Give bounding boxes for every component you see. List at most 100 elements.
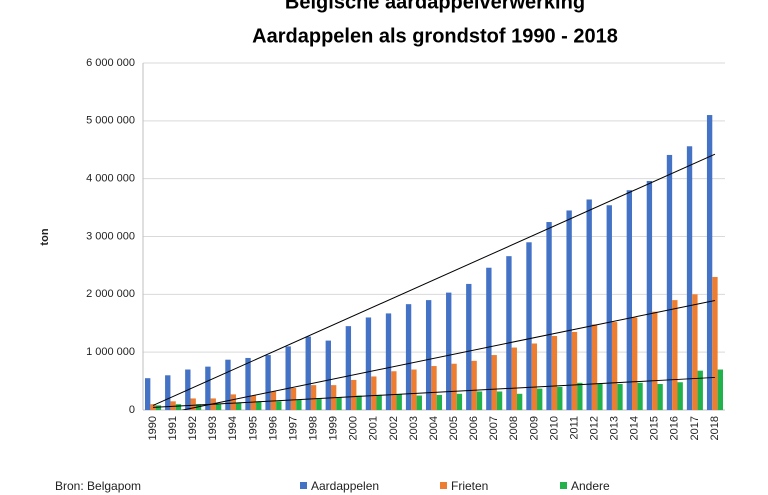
- x-tick-label: 2003: [408, 416, 420, 440]
- x-tick-label: 1991: [167, 416, 179, 440]
- x-tick-label: 1996: [267, 416, 279, 440]
- bar: [491, 355, 497, 410]
- bar: [425, 300, 432, 410]
- bar: [371, 376, 377, 410]
- bar: [250, 395, 257, 410]
- x-tick-label: 2013: [609, 416, 621, 440]
- bar: [666, 154, 673, 410]
- y-tick-label: 3 000 000: [86, 230, 135, 242]
- bar: [571, 331, 578, 410]
- bar: [672, 300, 678, 410]
- bar: [712, 276, 718, 410]
- bar: [325, 340, 331, 410]
- bar: [436, 394, 443, 410]
- bar: [165, 375, 171, 410]
- bar: [486, 267, 492, 410]
- bar: [345, 326, 352, 410]
- bar: [692, 294, 698, 410]
- x-tick-label: 2010: [548, 416, 560, 440]
- legend-label: Frieten: [451, 479, 488, 493]
- y-axis-label: ton: [39, 228, 51, 245]
- bar: [290, 388, 297, 410]
- bar: [496, 391, 503, 410]
- bar: [611, 322, 618, 410]
- x-tick-label: 2017: [689, 416, 701, 440]
- bar: [376, 394, 382, 410]
- bar: [190, 398, 196, 410]
- bar: [646, 180, 653, 410]
- bar: [396, 394, 402, 410]
- x-tick-label: 2008: [508, 416, 520, 440]
- chart-subtitle: Aardappelen als grondstof 1990 - 2018: [252, 25, 618, 47]
- legend-swatch: [300, 482, 307, 489]
- bar: [316, 398, 322, 410]
- chart-title: Belgische aardappelverwerking: [285, 0, 585, 13]
- bar: [586, 199, 592, 410]
- bar: [632, 317, 638, 410]
- bar: [717, 369, 723, 410]
- bar: [411, 369, 417, 410]
- bar: [245, 357, 251, 410]
- x-tick-label: 2002: [388, 416, 400, 440]
- bar: [606, 205, 612, 410]
- trendline: [180, 299, 716, 410]
- legend-label: Andere: [571, 479, 610, 493]
- bar: [657, 383, 663, 410]
- bar: [471, 360, 477, 410]
- bar: [405, 304, 412, 410]
- bar: [637, 382, 643, 410]
- x-tick-label: 2018: [709, 416, 721, 440]
- bar: [416, 395, 422, 410]
- x-tick-label: 2015: [649, 416, 661, 440]
- x-tick-label: 2009: [528, 416, 540, 440]
- x-tick-label: 2005: [448, 416, 460, 440]
- x-tick-label: 2004: [428, 416, 440, 440]
- bar: [170, 401, 176, 410]
- legend-label: Aardappelen: [311, 479, 379, 493]
- x-tick-label: 1992: [187, 416, 199, 440]
- legend-swatch: [560, 482, 567, 489]
- x-tick-label: 2007: [488, 416, 500, 440]
- x-tick-label: 1997: [287, 416, 299, 440]
- bar: [466, 283, 472, 410]
- bar: [511, 347, 517, 410]
- bar: [577, 382, 583, 410]
- bar: [597, 383, 603, 410]
- bar: [551, 335, 558, 410]
- bar: [215, 404, 222, 410]
- bar: [446, 292, 452, 410]
- bar: [506, 256, 512, 410]
- bar: [391, 371, 397, 410]
- bar: [276, 401, 282, 410]
- bar: [546, 222, 552, 410]
- bar: [476, 391, 483, 410]
- y-tick-label: 0: [129, 404, 135, 416]
- bar: [256, 401, 262, 410]
- x-tick-label: 2014: [629, 416, 641, 440]
- source: Bron: Belgapom: [55, 479, 141, 493]
- trendlines: [152, 153, 716, 410]
- y-tick-label: 2 000 000: [86, 288, 135, 300]
- bar: [336, 397, 342, 410]
- bar: [310, 385, 317, 410]
- bar: [456, 393, 463, 410]
- x-tick-label: 2006: [468, 416, 480, 440]
- bar: [351, 379, 357, 410]
- x-tick-label: 2016: [669, 416, 681, 440]
- bar: [225, 359, 231, 410]
- bar: [431, 366, 437, 410]
- x-tick-label: 1999: [328, 416, 340, 440]
- bar: [451, 363, 457, 410]
- bar: [626, 190, 633, 410]
- bar: [686, 146, 693, 410]
- bar: [526, 242, 532, 410]
- bar: [566, 210, 572, 410]
- bar: [617, 383, 623, 410]
- bar: [175, 404, 182, 410]
- trendline: [152, 153, 716, 406]
- bar: [591, 324, 598, 410]
- bar: [145, 378, 151, 410]
- bar: [365, 317, 372, 410]
- bar: [652, 311, 658, 410]
